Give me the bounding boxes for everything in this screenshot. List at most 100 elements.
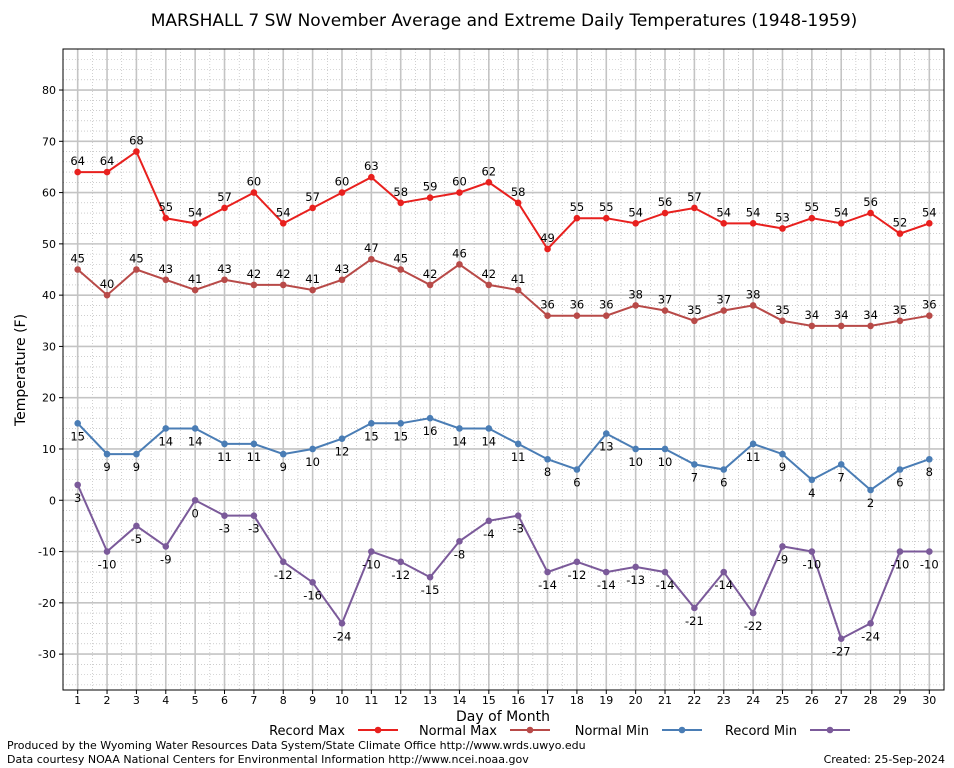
data-point-normal-max [74,266,81,273]
data-label-normal-min: 6 [573,475,580,489]
data-point-normal-max [808,322,816,330]
data-point-record-max [720,220,728,227]
data-label-normal-max: 34 [863,308,878,322]
data-label-normal-max: 41 [188,272,203,286]
data-label-normal-max: 45 [393,252,408,266]
data-label-record-min: -10 [802,558,821,572]
data-point-normal-max [896,317,904,325]
data-point-normal-min [191,425,199,432]
data-point-normal-min [837,461,845,468]
series-normal-max: 45 40 45 43 41 43 42 42 41 43 47 45 42 46 42 41 36 36 36 38… [70,241,937,330]
y-axis-title: Temperature (F) [13,314,29,427]
data-point-normal-min [661,445,669,453]
data-label-normal-max: 46 [452,246,467,260]
data-point-record-max [133,148,140,155]
data-point-record-max [74,168,81,176]
data-point-normal-max [632,302,639,309]
data-label-record-min: -24 [861,629,880,643]
data-point-record-min [602,568,610,576]
data-label-normal-max: 36 [540,298,555,312]
data-label-normal-min: 14 [481,434,496,448]
data-point-normal-min [485,425,493,432]
data-point-normal-min [368,420,375,427]
data-point-normal-max [749,302,757,309]
data-label-record-max: 53 [775,210,790,224]
data-label-normal-min: 15 [70,429,85,443]
x-tick-label: 28 [864,694,878,707]
data-point-record-max [514,199,522,207]
x-tick-label: 4 [162,694,169,707]
data-label-normal-min: 13 [599,440,614,454]
data-point-record-max [485,179,493,186]
series-line-record-max [77,150,930,251]
data-label-record-min: -27 [832,645,851,659]
data-point-normal-max [309,286,316,294]
data-label-normal-max: 42 [423,267,438,281]
data-point-record-max [602,214,610,222]
data-label-normal-min: 12 [335,445,350,459]
y-tick-label: 40 [42,289,56,302]
data-label-normal-min: 2 [867,496,874,510]
data-point-normal-min [397,420,405,427]
series-line-normal-max [77,258,930,327]
data-point-record-min [103,548,111,555]
footer-credit-wrds: Produced by the Wyoming Water Resources … [7,739,586,752]
data-point-normal-min [309,445,316,453]
y-tick-label: 50 [42,238,56,251]
y-tick-label: 30 [42,340,56,353]
data-label-record-min: -10 [362,558,381,572]
data-point-record-min [191,496,199,504]
data-label-record-min: -4 [483,527,494,541]
legend-label-normal-min: Normal Min [575,724,649,739]
data-label-record-min: 0 [191,506,198,520]
data-point-normal-min [544,455,551,463]
series-record-max: 64 64 68 55 54 57 60 54 57 60 63 58 59 60 62 58 49 55 55 54… [70,134,937,253]
data-label-record-min: -9 [160,552,171,566]
data-label-record-min: -14 [714,578,733,592]
x-tick-label: 22 [687,694,701,707]
data-point-record-max [338,189,346,196]
data-point-record-min [250,512,258,519]
data-point-normal-min [133,450,140,458]
data-label-record-max: 54 [834,205,849,219]
data-point-record-min [162,543,170,550]
data-label-normal-min: 10 [305,455,320,469]
x-tick-label: 26 [805,694,819,707]
data-label-record-min: -24 [333,629,352,643]
data-point-record-max [456,189,463,196]
data-label-normal-max: 35 [775,303,790,317]
legend-label-normal-max: Normal Max [419,724,497,739]
data-point-normal-max [103,291,111,299]
data-point-record-max [632,220,639,227]
x-tick-label: 19 [599,694,613,707]
data-label-record-max: 54 [276,205,291,219]
data-point-record-min [279,558,287,566]
data-label-normal-max: 37 [716,293,731,307]
data-label-normal-min: 14 [452,434,467,448]
data-point-record-min [368,548,375,555]
data-label-normal-max: 36 [922,298,937,312]
x-tick-label: 2 [104,694,111,707]
y-tick-label: -20 [38,597,56,610]
data-label-normal-max: 40 [100,277,115,291]
data-point-record-min [544,568,551,576]
data-point-normal-min [279,450,287,458]
footer-created-date: Created: 25-Sep-2024 [823,753,945,766]
data-label-record-max: 57 [217,190,232,204]
data-label-record-max: 62 [481,164,496,178]
data-label-record-max: 57 [305,190,320,204]
x-tick-label: 24 [746,694,760,707]
data-label-record-max: 59 [423,180,438,194]
data-point-record-max [867,209,874,217]
data-point-normal-min [74,420,81,427]
data-label-record-max: 54 [746,205,761,219]
data-point-normal-min [602,430,610,437]
data-point-record-max [368,173,375,181]
x-tick-label: 21 [658,694,672,707]
data-label-normal-min: 6 [720,475,727,489]
data-point-normal-max [867,322,874,330]
data-label-normal-min: 9 [280,460,287,474]
data-label-normal-max: 41 [511,272,526,286]
data-label-normal-max: 36 [570,298,585,312]
